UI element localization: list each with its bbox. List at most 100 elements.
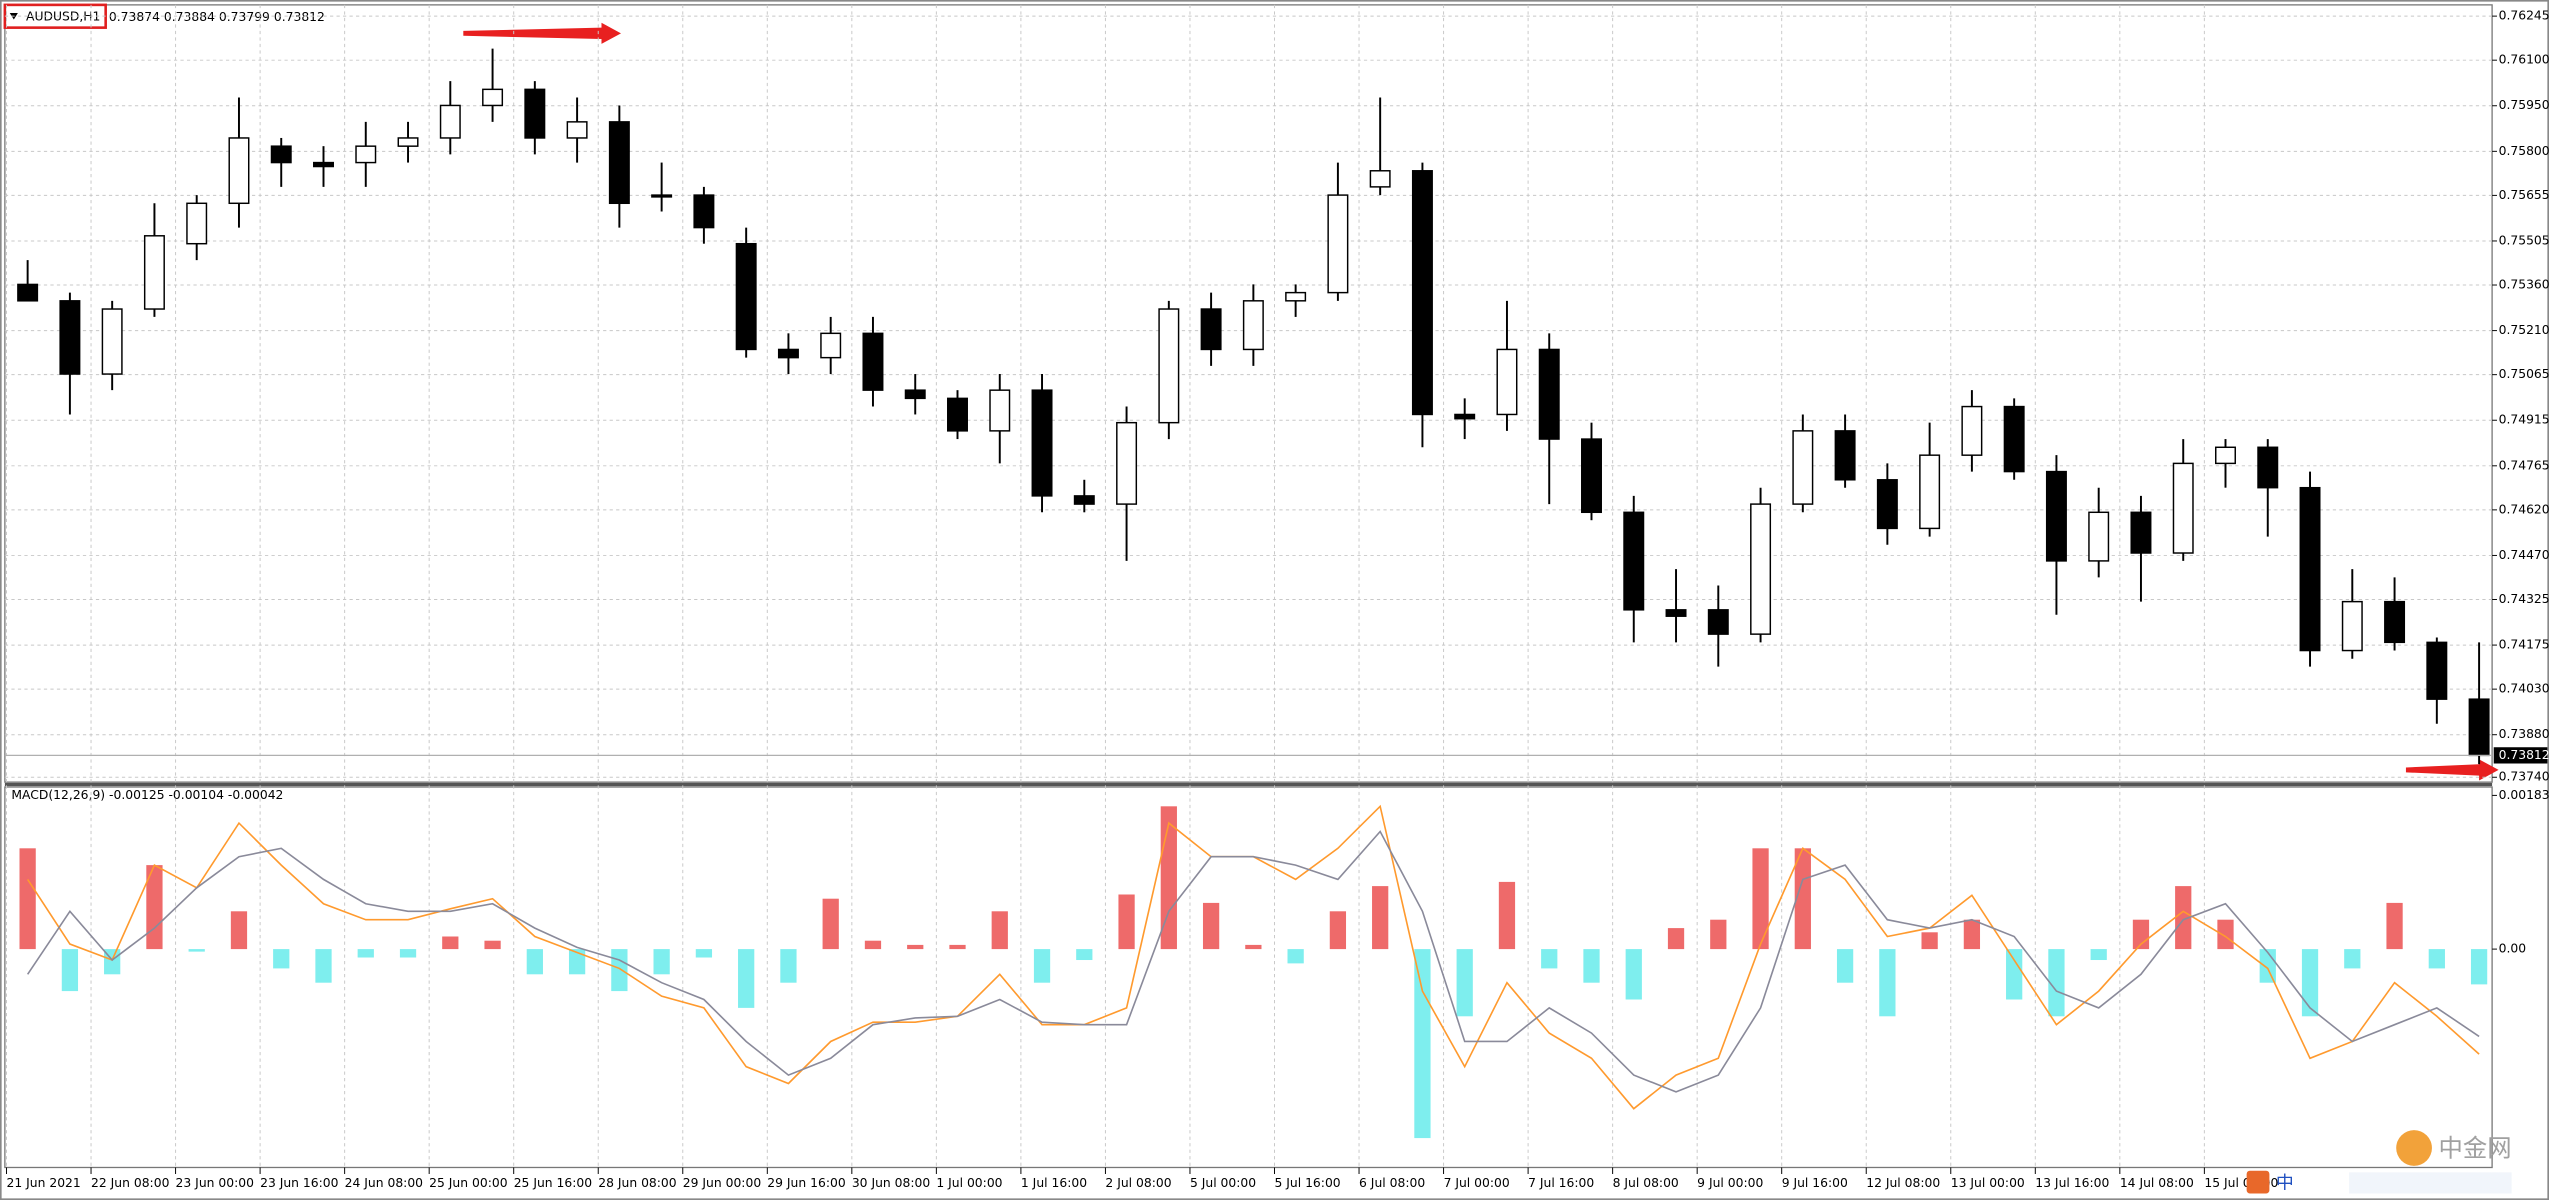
candle-body	[989, 389, 1011, 432]
candle-body	[651, 194, 673, 198]
candle-body	[143, 235, 165, 310]
histogram-bar	[1329, 911, 1347, 950]
candle-body	[2299, 486, 2321, 652]
histogram-bar	[1710, 919, 1727, 950]
candle-body	[186, 202, 208, 245]
histogram-bar	[357, 949, 374, 958]
histogram-bar	[230, 911, 248, 950]
candle-body	[17, 283, 39, 302]
macd-value: -0.00125	[109, 788, 164, 802]
histogram-bar	[2175, 886, 2192, 950]
candle-body	[1707, 609, 1729, 635]
candle-body	[2045, 470, 2067, 562]
x-tick-label: 30 Jun 08:00	[852, 1176, 931, 1190]
candle-body	[2172, 462, 2194, 554]
histogram-bar	[2048, 949, 2065, 1017]
histogram-bar	[1076, 949, 1093, 961]
candle-body	[1665, 609, 1687, 617]
symbol-label: AUDUSD,H1	[26, 10, 100, 24]
x-tick-label: 13 Jul 16:00	[2035, 1176, 2109, 1190]
candle-body	[1031, 389, 1053, 497]
x-tick-label: 25 Jun 00:00	[429, 1176, 508, 1190]
candle-body	[1538, 348, 1560, 440]
candle-body	[2426, 641, 2448, 700]
candle-body	[59, 300, 81, 375]
ime-logo[interactable]	[2246, 1170, 2270, 1194]
x-tick-label: 13 Jul 00:00	[1951, 1176, 2025, 1190]
x-tick-label: 22 Jun 08:00	[91, 1176, 170, 1190]
y-tick-label: 0.00183	[2499, 788, 2549, 802]
x-tick-label: 6 Jul 08:00	[1359, 1176, 1425, 1190]
macd-line	[26, 830, 2480, 1093]
histogram-bar	[1456, 949, 1473, 1017]
candle-body	[1623, 511, 1645, 611]
candle-body	[947, 397, 968, 432]
histogram-bar	[1372, 886, 1389, 950]
histogram-bar	[611, 949, 628, 992]
histogram-bar	[1836, 949, 1854, 983]
y-tick-label: 0.73740	[2499, 770, 2549, 784]
x-tick-label: 9 Jul 00:00	[1697, 1176, 1763, 1190]
histogram-bar	[273, 949, 290, 969]
histogram-bar	[1667, 928, 1685, 950]
candle-body	[524, 88, 546, 139]
histogram-bar	[1414, 949, 1431, 1139]
histogram-bar	[2386, 902, 2403, 950]
candle-body	[2003, 405, 2025, 473]
candle-body	[820, 332, 842, 359]
macd-value: -0.00042	[228, 788, 283, 802]
histogram-bar	[1921, 932, 1938, 950]
candle-body	[439, 104, 461, 139]
candle-body	[1327, 194, 1349, 294]
histogram-bar	[907, 944, 924, 950]
histogram-bar	[1541, 949, 1558, 969]
histogram-bar	[864, 940, 882, 950]
candle-body	[608, 121, 630, 205]
candle-body	[1919, 454, 1941, 530]
candle-body	[1876, 479, 1898, 530]
y-tick-label: 0.75360	[2499, 278, 2549, 292]
x-tick-label: 8 Jul 08:00	[1613, 1176, 1679, 1190]
x-tick-label: 21 Jun 2021	[7, 1176, 81, 1190]
x-tick-label: 1 Jul 16:00	[1021, 1176, 1087, 1190]
ime-toolbar	[2349, 1172, 2512, 1194]
histogram-bar	[1118, 894, 1135, 950]
x-tick-label: 25 Jun 16:00	[514, 1176, 593, 1190]
histogram-bar	[1498, 881, 1516, 950]
histogram-bar	[315, 949, 332, 983]
x-tick-label: 9 Jul 16:00	[1782, 1176, 1848, 1190]
x-tick-label: 1 Jul 00:00	[936, 1176, 1002, 1190]
y-tick-label: 0.75065	[2499, 367, 2549, 381]
candle-body	[1581, 438, 1602, 514]
price-tag-label: 0.73812	[2499, 748, 2549, 762]
candle-body	[2468, 698, 2490, 757]
ime-mode[interactable]: 中	[2276, 1173, 2294, 1194]
histogram-bar	[780, 949, 797, 983]
y-tick-label: 0.74765	[2499, 458, 2549, 472]
histogram-bar	[2006, 949, 2023, 1000]
x-tick-label: 23 Jun 00:00	[176, 1176, 255, 1190]
y-tick-label: 0.76245	[2499, 9, 2549, 23]
candle-body	[228, 137, 250, 205]
candle-body	[101, 308, 123, 375]
histogram-bar	[2090, 949, 2107, 961]
histogram-bar	[1879, 949, 1896, 1017]
candle-body	[2257, 446, 2279, 489]
histogram-bar	[1625, 949, 1642, 1000]
candle-body	[2130, 511, 2152, 554]
candle-body	[1369, 170, 1391, 188]
quote-header: 0.73874 0.73884 0.73799 0.73812	[109, 10, 325, 24]
candle-body	[1411, 170, 1433, 416]
x-tick-label: 2 Jul 08:00	[1105, 1176, 1171, 1190]
x-tick-label: 5 Jul 00:00	[1190, 1176, 1256, 1190]
annotation-arrow	[463, 22, 621, 44]
candle-body	[1454, 413, 1476, 420]
plot-layer: 0.76245 0.76100 0.75950 0.75800 0.75655 0.755…	[4, 4, 2549, 1190]
histogram-bar	[1794, 848, 1811, 950]
histogram-bar	[1287, 949, 1304, 964]
watermark-logo	[2396, 1130, 2432, 1166]
histogram-bar	[2259, 949, 2276, 983]
candle-body	[2215, 446, 2236, 465]
x-tick-label: 28 Jun 08:00	[598, 1176, 677, 1190]
